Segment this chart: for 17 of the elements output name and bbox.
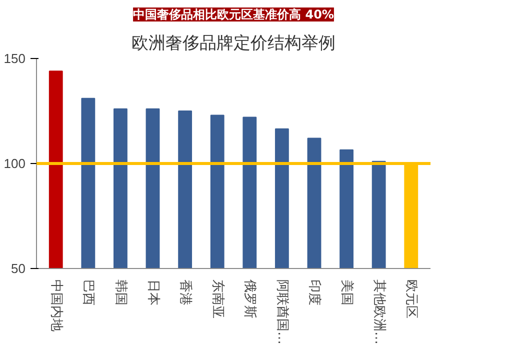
x-tick-label: 香港 [178, 280, 193, 306]
x-tick-label: 阿联酋国… [274, 280, 290, 344]
y-tick-label: 50 [11, 261, 26, 276]
x-tick-label: 中国内地 [48, 280, 64, 332]
x-tick-label: 美国 [339, 280, 356, 306]
x-tick-label: 欧元区 [404, 280, 419, 318]
x-tick-label: 其他欧洲… [371, 280, 386, 344]
y-tick-label: 100 [4, 156, 26, 171]
chart-subtitle: 欧洲奢侈品牌定价结构举例 [132, 34, 336, 54]
chart-title: 中国奢侈品相比欧元区基准价高 40% [133, 8, 334, 22]
x-tick-label: 巴西 [80, 280, 96, 306]
x-tick-label: 日本 [145, 280, 160, 306]
x-tick-label: 东南亚 [210, 280, 225, 318]
x-tick-label: 韩国 [112, 280, 128, 306]
y-tick-label: 150 [4, 51, 26, 66]
x-tick-label: 俄罗斯 [242, 280, 258, 318]
x-tick-label: 印度 [306, 280, 323, 306]
